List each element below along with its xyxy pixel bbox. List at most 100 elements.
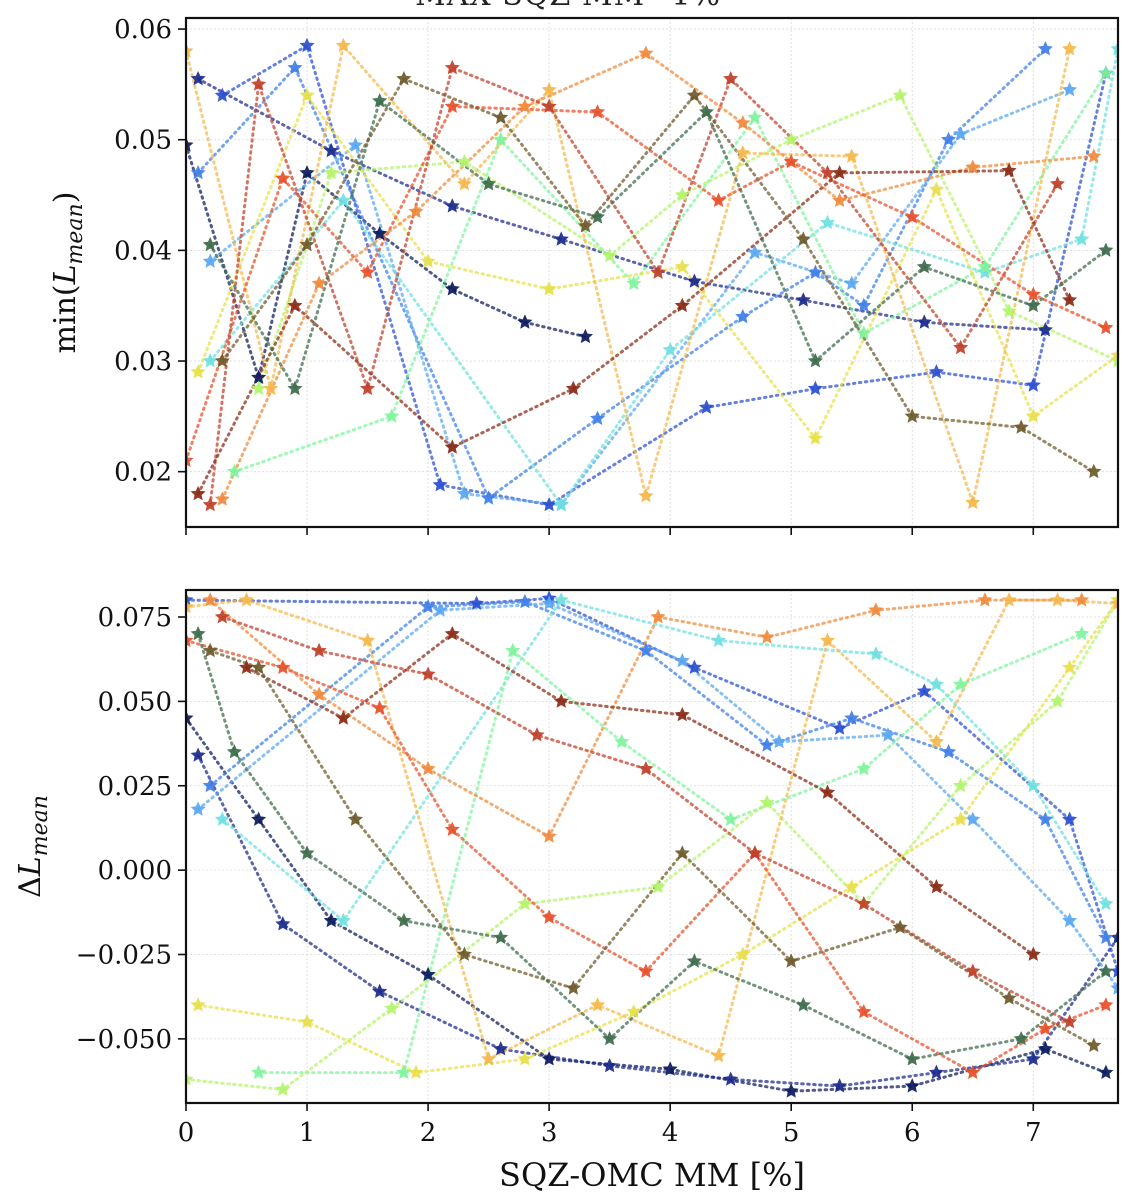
data-point xyxy=(553,693,569,708)
data-point xyxy=(626,275,642,290)
data-point xyxy=(287,59,303,75)
data-point xyxy=(977,264,993,279)
data-point xyxy=(553,231,569,246)
data-point xyxy=(856,297,872,313)
data-point xyxy=(541,496,557,512)
data-point xyxy=(783,1083,799,1098)
data-point xyxy=(977,259,993,274)
data-point xyxy=(953,811,969,826)
series-line xyxy=(257,632,1084,1075)
data-point xyxy=(795,997,811,1012)
data-point xyxy=(190,747,206,762)
y-tick-label: 0.075 xyxy=(98,603,172,633)
data-point xyxy=(795,231,811,246)
data-point xyxy=(1074,625,1090,641)
data-point xyxy=(868,602,884,617)
series-line xyxy=(186,104,1108,463)
data-point xyxy=(335,912,351,928)
data-point xyxy=(674,845,690,860)
data-point xyxy=(856,895,872,911)
data-point xyxy=(783,953,799,968)
data-point xyxy=(1098,65,1114,80)
data-point xyxy=(1025,408,1041,423)
data-point xyxy=(953,126,969,141)
data-point xyxy=(493,929,509,944)
data-point xyxy=(686,953,702,968)
data-point xyxy=(953,777,969,793)
y-tick-label: −0.025 xyxy=(76,941,172,971)
data-point xyxy=(1001,303,1017,318)
data-point xyxy=(759,737,775,752)
data-point xyxy=(820,214,836,230)
data-point xyxy=(408,203,424,219)
data-point xyxy=(275,1081,291,1096)
series-line xyxy=(196,598,1118,1075)
data-point xyxy=(190,485,206,501)
data-point xyxy=(880,727,896,742)
plot-frame xyxy=(184,16,1120,529)
data-point xyxy=(723,811,739,826)
x-tick-label: 2 xyxy=(420,1118,437,1148)
data-point xyxy=(844,275,860,290)
x-axis-label: SQZ-OMC MM [%] xyxy=(499,1156,805,1194)
series-line xyxy=(208,65,1059,507)
data-point xyxy=(904,1078,920,1093)
data-point xyxy=(251,659,267,674)
data-point xyxy=(565,380,581,396)
data-point xyxy=(444,281,460,296)
data-point xyxy=(275,916,291,931)
data-point xyxy=(529,727,545,742)
data-point xyxy=(783,153,799,169)
y-tick-label: 0.04 xyxy=(114,236,172,266)
data-point xyxy=(807,430,824,445)
series-line xyxy=(208,88,1072,507)
series-line xyxy=(208,98,1108,393)
data-point xyxy=(602,1057,618,1073)
data-point xyxy=(771,733,787,749)
data-point xyxy=(263,380,279,396)
data-point xyxy=(396,1064,412,1079)
y-label-symbol: L xyxy=(13,856,48,877)
y-tick-label: 0.05 xyxy=(114,126,172,156)
data-point xyxy=(323,142,339,158)
y-axis-label: min(Lmean) xyxy=(48,192,88,354)
series-line xyxy=(196,169,1072,496)
series-line xyxy=(186,42,1072,509)
data-point xyxy=(226,463,243,479)
data-point xyxy=(856,1003,872,1019)
data-point xyxy=(892,919,908,934)
series-line xyxy=(196,601,1118,990)
data-point xyxy=(335,192,351,207)
data-point xyxy=(1110,980,1118,995)
data-point xyxy=(456,946,472,961)
series-line xyxy=(220,51,1096,501)
data-point xyxy=(856,325,872,340)
data-point xyxy=(1061,912,1078,928)
y-label-symbol: L xyxy=(48,264,83,285)
data-point xyxy=(965,811,981,826)
data-point xyxy=(396,70,412,86)
data-point xyxy=(456,485,472,501)
data-point xyxy=(299,37,315,53)
y-tick-label: 0.000 xyxy=(98,856,172,886)
data-point xyxy=(565,980,581,995)
data-point xyxy=(541,909,557,924)
data-point xyxy=(590,997,606,1012)
series-line xyxy=(208,649,1096,1048)
data-point xyxy=(1049,176,1065,191)
data-point xyxy=(577,218,593,233)
data-point xyxy=(311,275,327,290)
data-point xyxy=(686,87,702,102)
data-point xyxy=(360,264,376,279)
data-point xyxy=(674,652,690,668)
data-point xyxy=(186,452,194,467)
data-point xyxy=(1098,963,1114,978)
data-point xyxy=(347,811,363,826)
data-point xyxy=(311,642,327,658)
data-point xyxy=(505,642,521,658)
data-point xyxy=(347,137,363,152)
data-point xyxy=(420,760,436,776)
data-point xyxy=(1098,242,1114,257)
data-point xyxy=(372,700,388,715)
series-line xyxy=(232,71,1108,474)
